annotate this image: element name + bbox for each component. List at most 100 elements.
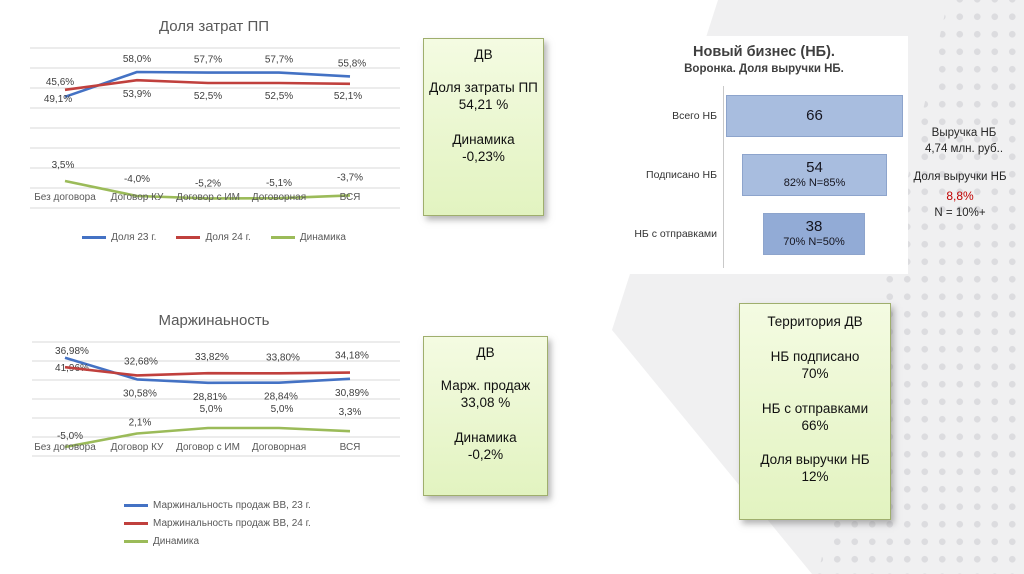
- funnel-title: Новый бизнес (НБ).: [693, 44, 835, 60]
- legend-item: Маржинальность продаж ВВ, 24 г.: [124, 518, 311, 529]
- category-label: ВСЯ: [340, 192, 361, 203]
- data-label: -4,0%: [124, 174, 150, 185]
- category-label: Договор с ИМ: [176, 442, 240, 453]
- revenue-note: Выручка НБ 4,74 млн. руб..: [905, 126, 1023, 157]
- data-label: 34,18%: [335, 351, 369, 362]
- funnel-axis-line: [723, 86, 724, 268]
- legend-line-swatch: [124, 540, 148, 543]
- data-label: 57,7%: [194, 55, 222, 66]
- callout-dynamics-value: -0,23%: [462, 148, 505, 164]
- funnel-bar-sublabel: 82% N=85%: [783, 176, 846, 189]
- funnel-bar-value: 66: [806, 107, 823, 124]
- funnel-category-label: Подписано НБ: [646, 169, 717, 181]
- data-label: 28,84%: [264, 392, 298, 403]
- revenue-note-value: 4,74 млн. руб..: [924, 142, 1004, 155]
- data-label: 45,6%: [46, 77, 74, 88]
- category-label: Договор КУ: [111, 442, 164, 453]
- callout-region: ДВ: [476, 345, 495, 360]
- data-label: 58,0%: [123, 54, 151, 65]
- legend-line-swatch: [176, 236, 201, 239]
- data-label: 30,89%: [335, 388, 369, 399]
- legend-label: Маржинальность продаж ВВ, 24 г.: [153, 518, 311, 529]
- category-label: Договорная: [252, 442, 306, 453]
- territory-item-value: 12%: [801, 469, 829, 485]
- callout-metric: Доля затраты ПП: [429, 79, 538, 95]
- funnel-subtitle: Воронка. Доля выручки НБ.: [684, 63, 844, 75]
- series-line-1: [64, 78, 351, 92]
- category-label: Договор КУ: [111, 192, 164, 203]
- funnel-bar-sublabel: 70% N=50%: [783, 235, 845, 248]
- margin-chart: Маржинаьность 41,96% 30,58% 28,81% 28,84% 30…: [18, 310, 410, 547]
- data-label: 49,1%: [44, 94, 72, 105]
- data-label: 52,1%: [334, 91, 362, 102]
- territory-item-label: НБ подписано: [770, 348, 860, 364]
- data-label: 33,82%: [195, 352, 229, 363]
- funnel-bar: 66: [726, 95, 903, 137]
- category-label: Без договора: [34, 442, 96, 453]
- legend-label: Динамика: [299, 232, 346, 243]
- margin-chart-plot: 41,96%30,58% 28,81% 28,84% 30,89%36,98%32,6…: [32, 341, 400, 457]
- data-label: 5,0%: [271, 404, 294, 415]
- callout-dynamics-label: Динамика: [454, 429, 517, 445]
- callout-value: 54,21 %: [458, 96, 509, 112]
- data-label: 57,7%: [265, 55, 293, 66]
- territory-item-label: Доля выручки НБ: [760, 452, 870, 468]
- callout-dynamics-value: -0,2%: [467, 446, 504, 462]
- funnel-bar: 38 70% N=50%: [763, 213, 865, 255]
- callout-value: 33,08 %: [460, 394, 511, 410]
- territory-callout: Территория ДВ НБ подписано 70% НБ с отпр…: [739, 303, 891, 520]
- legend-label: Динамика: [153, 536, 200, 547]
- funnel-category-label: Всего НБ: [672, 110, 717, 122]
- territory-item-label: НБ с отправками: [761, 400, 869, 416]
- funnel-bar-value: 38: [805, 218, 823, 235]
- data-label: 5,0%: [200, 404, 223, 415]
- data-label: 52,5%: [194, 91, 222, 102]
- category-label: Договор с ИМ: [176, 192, 240, 203]
- margin-chart-legend: Маржинальность продаж ВВ, 23 г. Маржиналь…: [124, 500, 311, 547]
- cost-chart-legend: Доля 23 г. Доля 24 г. Динамика: [18, 232, 410, 243]
- legend-label: Доля 24 г.: [205, 232, 251, 243]
- legend-item: Маржинальность продаж ВВ, 23 г.: [124, 500, 311, 511]
- callout-region: ДВ: [474, 47, 493, 62]
- share-note-threshold: N = 10%+: [934, 206, 986, 219]
- series-line-2: [64, 179, 351, 200]
- data-label: 52,5%: [265, 91, 293, 102]
- legend-line-swatch: [270, 236, 295, 239]
- data-label: -3,7%: [337, 172, 363, 183]
- revenue-note-title: Выручка НБ: [931, 127, 997, 139]
- funnel-bar: 54 82% N=85%: [742, 154, 887, 196]
- data-label: 30,58%: [123, 388, 157, 399]
- series-line-1: [64, 365, 351, 377]
- legend-line-swatch: [82, 236, 107, 239]
- cost-share-chart: Доля затрат ПП 45,6% 58,0% 57,7% 57,7% 55,8%…: [18, 10, 410, 255]
- data-label: 28,81%: [193, 392, 227, 403]
- legend-item: Доля 24 г.: [176, 232, 251, 243]
- callout-metric: Марж. продаж: [440, 377, 531, 393]
- territory-title: Территория ДВ: [767, 314, 863, 329]
- cost-chart-plot: 45,6% 58,0% 57,7% 57,7% 55,8% 49,1% 53,9% 52,5%…: [30, 47, 400, 209]
- legend-item: Доля 23 г.: [82, 232, 156, 243]
- funnel-bar-value: 54: [806, 159, 823, 176]
- revenue-share-note: Доля выручки НБ 8,8% N = 10%+: [896, 170, 1024, 221]
- data-label: 53,9%: [123, 89, 151, 100]
- category-label: Без договора: [34, 192, 96, 203]
- legend-line-swatch: [124, 522, 148, 525]
- data-label: -5,1%: [266, 178, 292, 189]
- legend-label: Маржинальность продаж ВВ, 23 г.: [153, 500, 311, 511]
- funnel-category-label: НБ с отправками: [634, 228, 717, 240]
- data-label: 32,68%: [124, 356, 158, 367]
- series-line-2: [64, 426, 351, 449]
- legend-line-swatch: [124, 504, 148, 507]
- dv-cost-callout: ДВ Доля затраты ПП 54,21 % Динамика -0,2…: [423, 38, 544, 216]
- cost-chart-title: Доля затрат ПП: [158, 18, 270, 35]
- series-line-0: [64, 70, 351, 99]
- data-label: -5,2%: [195, 178, 221, 189]
- new-business-funnel-chart: Новый бизнес (НБ). Воронка. Доля выручки…: [620, 36, 908, 274]
- legend-label: Доля 23 г.: [111, 232, 157, 243]
- data-label: 55,8%: [338, 58, 366, 69]
- territory-item-value: 66%: [801, 417, 829, 433]
- data-label: 3,3%: [339, 407, 362, 418]
- dv-margin-callout: ДВ Марж. продаж 33,08 % Динамика -0,2%: [423, 336, 548, 496]
- legend-item: Динамика: [124, 536, 311, 547]
- data-label: 36,98%: [55, 346, 89, 357]
